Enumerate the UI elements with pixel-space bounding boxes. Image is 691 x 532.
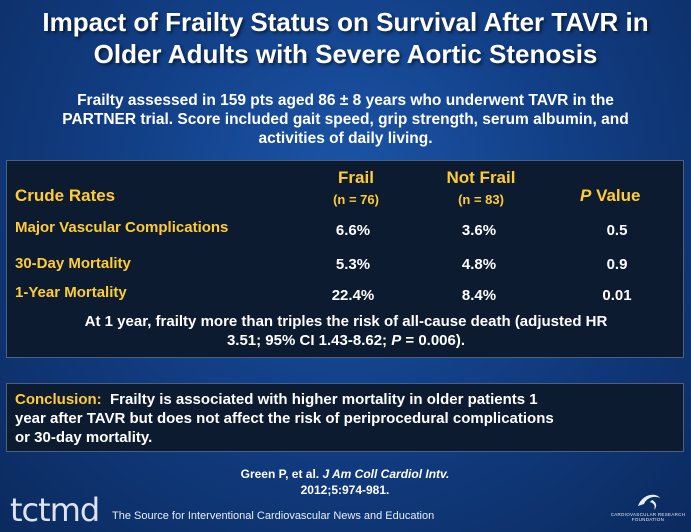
header-not-frail-n: (n = 83) — [458, 192, 504, 207]
row-vascular-frail: 6.6% — [335, 222, 371, 239]
footnote-line-2: 3.51; 95% CI 1.43-8.62; P = 0.006). — [7, 331, 685, 350]
row-label-1year: 1-Year Mortality — [15, 284, 127, 301]
slide-subtitle: Frailty assessed in 159 pts aged 86 ± 8 … — [20, 91, 671, 148]
header-frail: Frail — [338, 168, 374, 187]
row-1year-p: 0.01 — [602, 287, 632, 304]
results-table: Crude Rates Frail (n = 76) Not Frail (n … — [6, 160, 684, 358]
foundation-swirl-icon — [638, 494, 660, 510]
subtitle-line-3: activities of daily living. — [258, 130, 433, 147]
header-p-italic: P — [580, 186, 592, 205]
footnote-line-2-a: 3.51; 95% CI 1.43-8.62; — [226, 332, 392, 349]
row-1year-frail: 22.4% — [331, 287, 375, 304]
footnote-line-1: At 1 year, frailty more than triples the… — [84, 313, 608, 330]
conclusion-line-3: or 30-day mortality. — [15, 429, 153, 446]
citation-ref: 2012;5:974-981. — [300, 483, 390, 497]
table-footnote: At 1 year, frailty more than triples the… — [7, 312, 685, 350]
citation-author: Green P, et al. — [240, 467, 323, 481]
header-p-rest: Value — [591, 186, 641, 205]
footnote-line-2-b: = 0.006). — [401, 332, 466, 349]
conclusion-box: Conclusion: Frailty is associated with h… — [6, 383, 684, 452]
row-vascular-notfrail: 3.6% — [461, 222, 497, 239]
subtitle-line-1: Frailty assessed in 159 pts aged 86 ± 8 … — [77, 92, 614, 109]
conclusion-label: Conclusion: — [15, 391, 102, 408]
conclusion-line-2: year after TAVR but does not affect the … — [15, 410, 554, 427]
row-30day-notfrail: 4.8% — [461, 256, 497, 273]
tctmd-logo: tctmd — [10, 491, 100, 529]
footer-tagline: The Source for Interventional Cardiovasc… — [112, 510, 435, 522]
header-frail-n: (n = 76) — [333, 192, 379, 207]
header-crude-rates: Crude Rates — [15, 186, 116, 205]
conclusion-text-1: Frailty is associated with higher mortal… — [110, 391, 538, 408]
foundation-logo: CARDIOVASCULAR RESEARCH FOUNDATION — [608, 490, 688, 530]
citation-line-1: Green P, et al. J Am Coll Cardiol Intv. — [150, 466, 540, 482]
row-label-vascular: Major Vascular Complications — [15, 219, 229, 236]
title-line-1: Impact of Frailty Status on Survival Aft… — [42, 7, 649, 37]
conclusion-line-1: Conclusion: Frailty is associated with h… — [15, 390, 675, 409]
slide-title: Impact of Frailty Status on Survival Aft… — [0, 6, 691, 70]
row-label-30day: 30-Day Mortality — [15, 255, 131, 272]
header-p-value: P Value — [580, 186, 640, 206]
subtitle-line-2: PARTNER trial. Score included gait speed… — [62, 111, 629, 128]
row-1year-notfrail: 8.4% — [461, 287, 497, 304]
row-30day-p: 0.9 — [606, 256, 628, 273]
header-not-frail: Not Frail — [446, 168, 516, 187]
citation-journal: J Am Coll Cardiol Intv. — [322, 467, 450, 481]
title-line-2: Older Adults with Severe Aortic Stenosis — [93, 39, 598, 69]
row-30day-frail: 5.3% — [335, 256, 371, 273]
citation: Green P, et al. J Am Coll Cardiol Intv. … — [150, 466, 540, 498]
foundation-text: CARDIOVASCULAR RESEARCH FOUNDATION — [610, 512, 686, 522]
row-vascular-p: 0.5 — [606, 222, 628, 239]
footnote-p-italic: P — [391, 332, 402, 349]
